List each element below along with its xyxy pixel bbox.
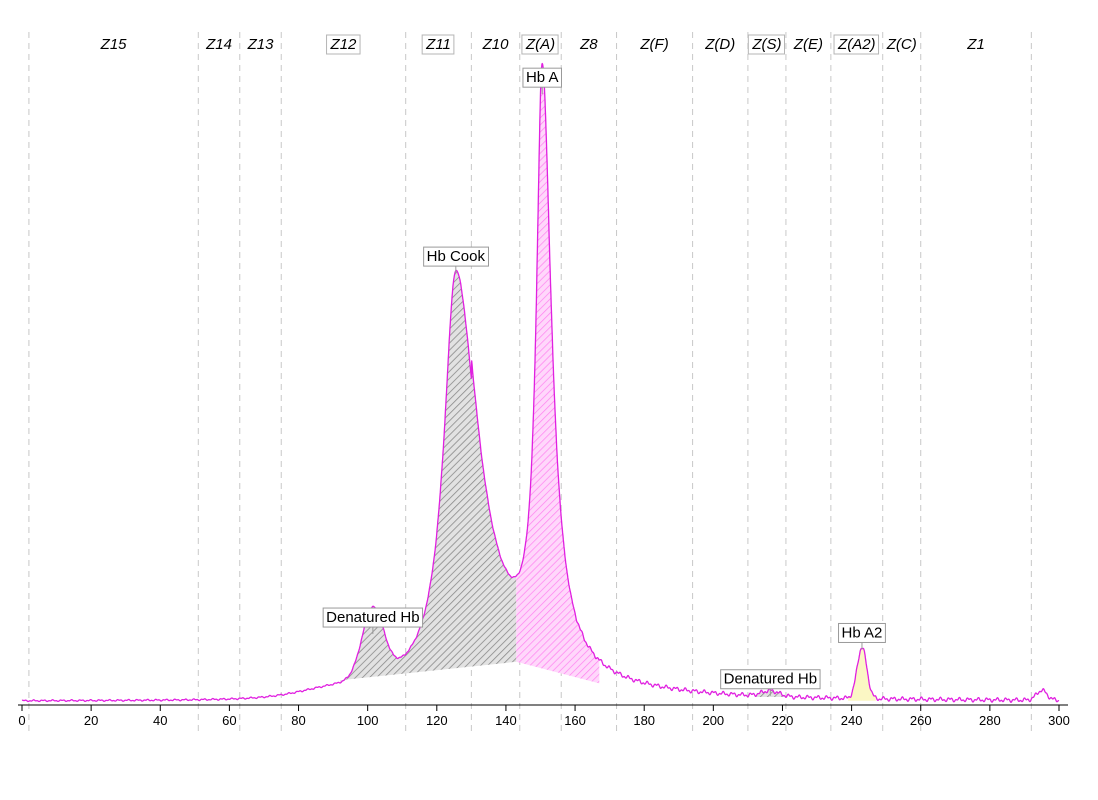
- svg-text:Denatured Hb: Denatured Hb: [724, 671, 817, 688]
- x-tick-label: 160: [564, 713, 586, 728]
- svg-text:Z11: Z11: [425, 36, 451, 53]
- zone-label-zc: Z(C): [886, 36, 917, 53]
- svg-text:Hb A: Hb A: [526, 69, 559, 86]
- x-tick-label: 220: [772, 713, 794, 728]
- trace-group: [21, 62, 1060, 703]
- zone-label-z12: Z12: [326, 34, 361, 55]
- peak-labels: Denatured Hb Hb Cook Hb A Denatured Hb Hb A2: [322, 67, 886, 696]
- zone-label-za: Z(A): [521, 34, 559, 55]
- svg-text:Z(E): Z(E): [793, 36, 823, 53]
- x-tick-label: 300: [1048, 713, 1070, 728]
- x-tick-label: 20: [84, 713, 98, 728]
- svg-text:Z10: Z10: [482, 36, 510, 53]
- svg-text:Z(C): Z(C): [886, 36, 917, 53]
- zone-label-zs: Z(S): [747, 34, 785, 55]
- zone-label-z13: Z13: [247, 36, 275, 53]
- svg-text:Denatured Hb: Denatured Hb: [326, 609, 419, 626]
- zone-label-z15: Z15: [100, 36, 128, 53]
- peak-label-hb-cook: Hb Cook: [423, 246, 489, 274]
- svg-text:Z(A): Z(A): [525, 36, 555, 53]
- zone-label-z14: Z14: [205, 36, 232, 53]
- peak-fill-hb-a: [516, 63, 600, 684]
- zone-label-za2: Z(A2): [833, 34, 880, 55]
- svg-text:Z15: Z15: [100, 36, 128, 53]
- svg-text:Z(D): Z(D): [704, 36, 735, 53]
- svg-text:Z13: Z13: [247, 36, 275, 53]
- peak-label-denatured-hb: Denatured Hb: [322, 607, 424, 635]
- svg-text:Z14: Z14: [205, 36, 232, 53]
- x-tick-label: 140: [495, 713, 517, 728]
- svg-text:Z8: Z8: [579, 36, 598, 53]
- x-tick-label: 200: [702, 713, 724, 728]
- zone-labels: Z15 Z14 Z13 Z12 Z11 Z10 Z(A) Z8 Z(F) Z(D) Z(S) Z(E)…: [100, 34, 985, 55]
- svg-text:Z(S): Z(S): [751, 36, 781, 53]
- x-tick-label: 60: [222, 713, 236, 728]
- x-axis: 0 20 40 60 80 100 120 140 160 180 200 220 240 260 280 3…: [18, 704, 1070, 728]
- x-tick-label: 180: [633, 713, 655, 728]
- x-tick-label: 40: [153, 713, 167, 728]
- peak-label-hb-a2: Hb A2: [838, 622, 886, 650]
- zone-label-z1: Z1: [966, 36, 985, 53]
- x-tick-label: 260: [910, 713, 932, 728]
- svg-text:Hb A2: Hb A2: [842, 624, 883, 641]
- svg-text:Z(F): Z(F): [639, 36, 668, 53]
- x-tick-label: 100: [357, 713, 379, 728]
- peak-label-denatured-hb: Denatured Hb: [720, 669, 821, 696]
- peak-label-hb-a: Hb A: [522, 67, 562, 95]
- peak-fills: [340, 63, 876, 701]
- svg-text:Z1: Z1: [966, 36, 985, 53]
- zone-label-z10: Z10: [482, 36, 510, 53]
- zone-label-z8: Z8: [579, 36, 598, 53]
- x-tick-label: 80: [291, 713, 305, 728]
- peak-fill-hb-a2: [848, 648, 876, 701]
- svg-text:Hb Cook: Hb Cook: [427, 248, 486, 265]
- svg-text:Z12: Z12: [330, 36, 358, 53]
- x-tick-label: 120: [426, 713, 448, 728]
- zone-label-zf: Z(F): [639, 36, 668, 53]
- x-tick-label: 240: [841, 713, 863, 728]
- electrophoresis-trace: [21, 62, 1060, 703]
- svg-text:Z(A2): Z(A2): [837, 36, 876, 53]
- x-tick-label: 280: [979, 713, 1001, 728]
- zone-label-zd: Z(D): [704, 36, 735, 53]
- x-tick-label: 0: [18, 713, 25, 728]
- zone-label-z11: Z11: [421, 34, 455, 55]
- zone-label-ze: Z(E): [793, 36, 823, 53]
